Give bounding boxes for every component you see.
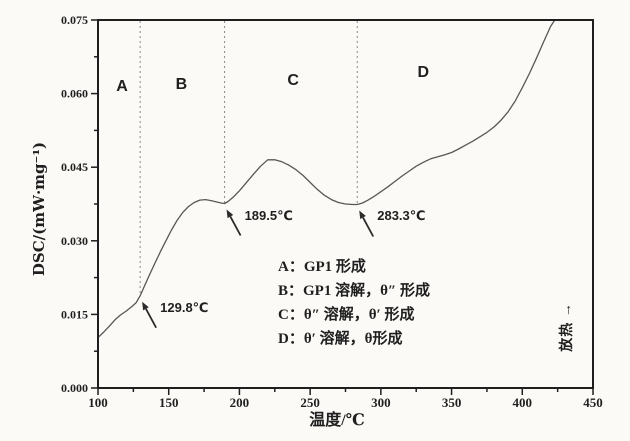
transition-label-129-8: 129.8℃ — [160, 299, 209, 315]
x-tick-label: 150 — [159, 395, 179, 410]
dsc-curve — [98, 20, 556, 338]
plot-border — [97, 19, 594, 389]
x-tick-label: 450 — [583, 395, 603, 410]
annotation-arrowhead — [359, 210, 366, 220]
legend-line-a: A：GP1 形成 — [278, 259, 366, 275]
transition-label-189-5: 189.5℃ — [244, 207, 293, 223]
exothermic-direction-label: 放热 → — [560, 302, 575, 352]
annotation-arrowhead — [142, 301, 149, 311]
legend-block: A：GP1 形成 B：GP1 溶解，θ″ 形成 C：θ″ 溶解，θ′ 形成 D：… — [278, 255, 430, 351]
annotation-arrow — [229, 216, 242, 236]
y-tick-label: 0.000 — [61, 381, 88, 395]
x-tick-label: 200 — [230, 395, 250, 410]
transition-label-283-3: 283.3℃ — [377, 208, 426, 224]
region-label-d: D — [417, 64, 430, 81]
x-axis-title: 温度/℃ — [309, 412, 365, 429]
region-label-a: A — [116, 78, 128, 95]
annotation-arrow — [362, 217, 375, 237]
y-tick-label: 0.045 — [61, 160, 88, 174]
x-tick-label: 300 — [371, 395, 391, 410]
y-tick-label: 0.060 — [61, 87, 88, 101]
annotation-arrow — [145, 308, 157, 329]
annotation-arrowhead — [226, 209, 234, 219]
x-tick-label: 250 — [300, 395, 320, 410]
x-tick-label: 400 — [513, 395, 533, 410]
legend-line-d: D：θ′ 溶解，θ形成 — [278, 331, 403, 347]
x-tick-label: 100 — [88, 395, 108, 410]
x-tick-label: 350 — [442, 395, 462, 410]
y-tick-label: 0.015 — [61, 307, 88, 321]
y-tick-label: 0.030 — [61, 234, 88, 248]
region-label-c: C — [287, 72, 299, 89]
y-axis-title: DSC/(mW·mg⁻¹) — [30, 141, 48, 277]
legend-line-c: C：θ″ 溶解，θ′ 形成 — [278, 307, 415, 323]
legend-line-b: B：GP1 溶解，θ″ 形成 — [278, 283, 430, 299]
y-tick-label: 0.075 — [61, 13, 88, 27]
region-label-b: B — [175, 76, 188, 93]
